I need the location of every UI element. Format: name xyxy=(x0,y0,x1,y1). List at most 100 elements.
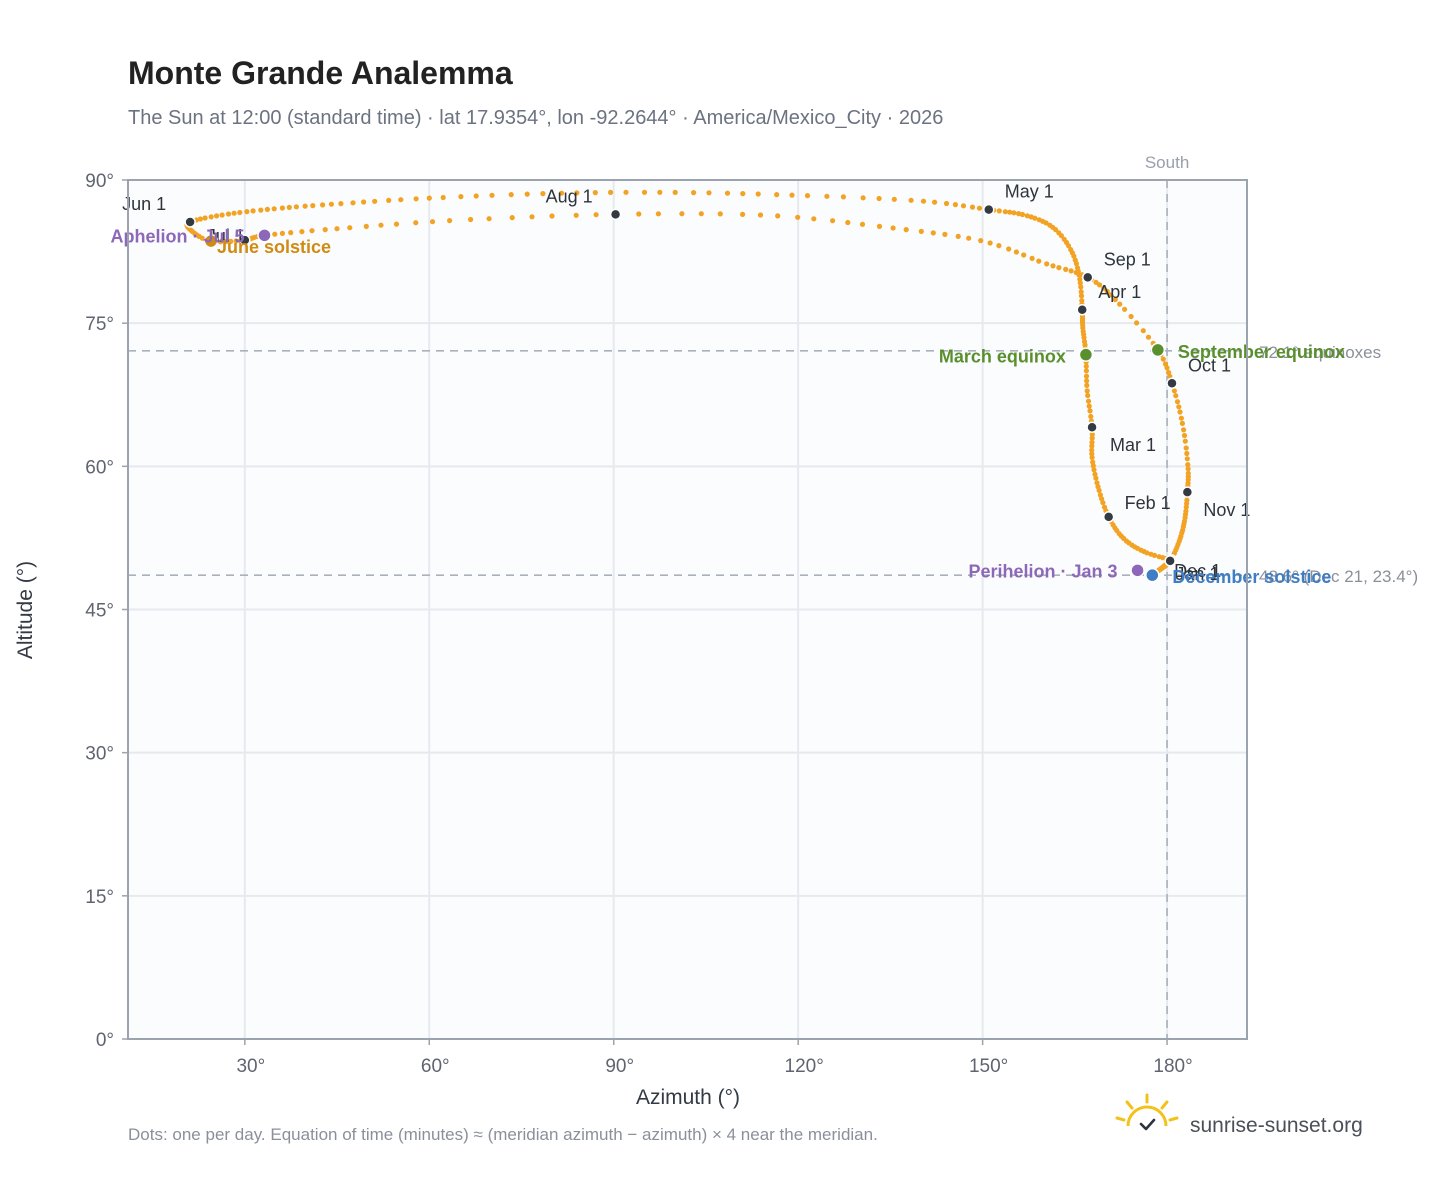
event-marker-label: June solstice xyxy=(217,237,331,257)
daily-sun-dot xyxy=(302,203,308,209)
y-tick-label: 30° xyxy=(85,744,114,765)
daily-sun-dot xyxy=(310,203,316,209)
daily-sun-dot xyxy=(955,233,961,239)
daily-sun-dot xyxy=(996,243,1002,249)
daily-sun-dot xyxy=(237,209,243,216)
daily-sun-dot xyxy=(558,190,565,196)
daily-sun-dot xyxy=(593,212,599,218)
month-marker-dot xyxy=(1166,377,1178,390)
daily-sun-dot xyxy=(1063,266,1069,272)
event-marker-dot xyxy=(203,233,219,249)
daily-sun-dot xyxy=(214,213,220,219)
daily-sun-dot xyxy=(447,218,453,224)
x-tick-label: 120° xyxy=(785,1056,824,1077)
daily-sun-dot xyxy=(386,197,392,203)
daily-sun-dot xyxy=(1047,222,1053,228)
daily-sun-dot xyxy=(1174,399,1181,405)
daily-sun-dot xyxy=(1084,382,1090,388)
daily-sun-dot xyxy=(1089,454,1095,461)
daily-sun-dot xyxy=(1068,268,1074,274)
daily-sun-dot xyxy=(1013,249,1020,255)
daily-sun-dot xyxy=(286,204,292,210)
event-markers: March equinox September equinox June solst… xyxy=(110,226,1344,587)
month-marker-label: Sep 1 xyxy=(1104,249,1151,269)
daily-sun-dot xyxy=(1016,211,1022,217)
daily-sun-dot xyxy=(1084,378,1090,384)
daily-sun-dot xyxy=(1083,368,1089,374)
daily-sun-dot xyxy=(811,216,817,222)
daily-sun-dot xyxy=(1036,217,1042,223)
daily-sun-dot xyxy=(1156,554,1162,560)
daily-sun-dot xyxy=(288,230,294,236)
daily-sun-dot xyxy=(1179,420,1185,426)
daily-sun-dot xyxy=(1089,439,1095,445)
y-tick-label: 75° xyxy=(85,314,114,335)
x-tick-label: 60° xyxy=(421,1056,450,1077)
daily-sun-dot xyxy=(960,203,967,209)
daily-sun-dot xyxy=(1019,211,1026,218)
daily-sun-dot xyxy=(908,197,914,203)
daily-sun-dot xyxy=(1029,255,1035,261)
month-marker-dot xyxy=(184,216,196,228)
daily-sun-dot xyxy=(1072,257,1078,263)
daily-sun-dot xyxy=(1097,282,1103,288)
daily-sun-dot xyxy=(876,223,883,229)
brand-name: sunrise-sunset.org xyxy=(1190,1114,1363,1137)
month-marker-dot xyxy=(1181,486,1194,498)
daily-sun-dot xyxy=(322,227,328,233)
daily-sun-dot xyxy=(231,210,237,216)
daily-sun-dot xyxy=(1108,292,1114,298)
daily-sun-dot xyxy=(350,200,356,206)
daily-sun-dot xyxy=(679,211,685,217)
daily-sun-dot xyxy=(1056,265,1062,271)
daily-sun-dot xyxy=(271,206,277,212)
daily-sun-dot xyxy=(804,193,811,199)
month-marker-label: Aug 1 xyxy=(546,186,593,206)
month-marker-label: Nov 1 xyxy=(1203,500,1250,520)
daily-sun-dot xyxy=(258,207,264,213)
daily-sun-dot xyxy=(1164,365,1170,371)
month-marker-label: Jun 1 xyxy=(122,194,166,214)
event-marker-dot xyxy=(1078,347,1094,362)
daily-sun-dot xyxy=(845,219,851,226)
y-tick-label: 45° xyxy=(85,601,114,622)
daily-sun-dot xyxy=(208,214,214,220)
daily-sun-dot xyxy=(755,191,761,197)
daily-sun-dot xyxy=(223,239,229,245)
month-marker-dot xyxy=(1076,304,1088,316)
daily-sun-dot xyxy=(299,229,305,235)
daily-sun-dot xyxy=(876,195,882,202)
y-tick-label: 0° xyxy=(96,1030,114,1051)
daily-sun-dot xyxy=(943,200,950,207)
daily-sun-dot xyxy=(859,221,866,227)
x-tick-label: 30° xyxy=(236,1056,265,1077)
daily-sun-dot xyxy=(1078,293,1085,299)
daily-sun-dot xyxy=(976,205,983,211)
daily-sun-dot xyxy=(334,226,340,232)
y-tick-label: 90° xyxy=(85,171,114,192)
daily-sun-dot xyxy=(774,192,780,198)
daily-sun-dot xyxy=(320,202,326,208)
daily-sun-dot xyxy=(1181,432,1188,439)
daily-sun-dot xyxy=(1145,334,1152,340)
daily-sun-dot xyxy=(264,206,270,212)
month-marker-label: Dec 1 xyxy=(1174,561,1221,581)
daily-sun-dot xyxy=(1184,456,1190,462)
month-marker-label: May 1 xyxy=(1005,182,1054,202)
daily-sun-dot xyxy=(1084,388,1090,394)
month-marker-label: Jan 1 xyxy=(1175,564,1219,584)
daily-sun-dot xyxy=(1089,435,1095,441)
daily-sun-dot xyxy=(1178,415,1184,421)
event-marker-label: March equinox xyxy=(939,347,1066,367)
reference-lines: South 72.1° equinoxes 48.6° (Dec 21, 23.4°… xyxy=(128,153,1418,1039)
daily-sun-dot xyxy=(996,208,1002,214)
daily-sun-dot xyxy=(1100,500,1106,506)
month-marker-dot xyxy=(239,234,251,246)
daily-sun-dot xyxy=(1148,551,1154,557)
daily-sun-dot xyxy=(250,208,256,214)
month-marker-dot xyxy=(1164,555,1176,567)
event-marker-label: December solstice xyxy=(1172,567,1331,587)
daily-sun-dot xyxy=(279,230,285,236)
daily-sun-dot xyxy=(393,221,400,227)
daily-sun-dot xyxy=(508,192,514,198)
